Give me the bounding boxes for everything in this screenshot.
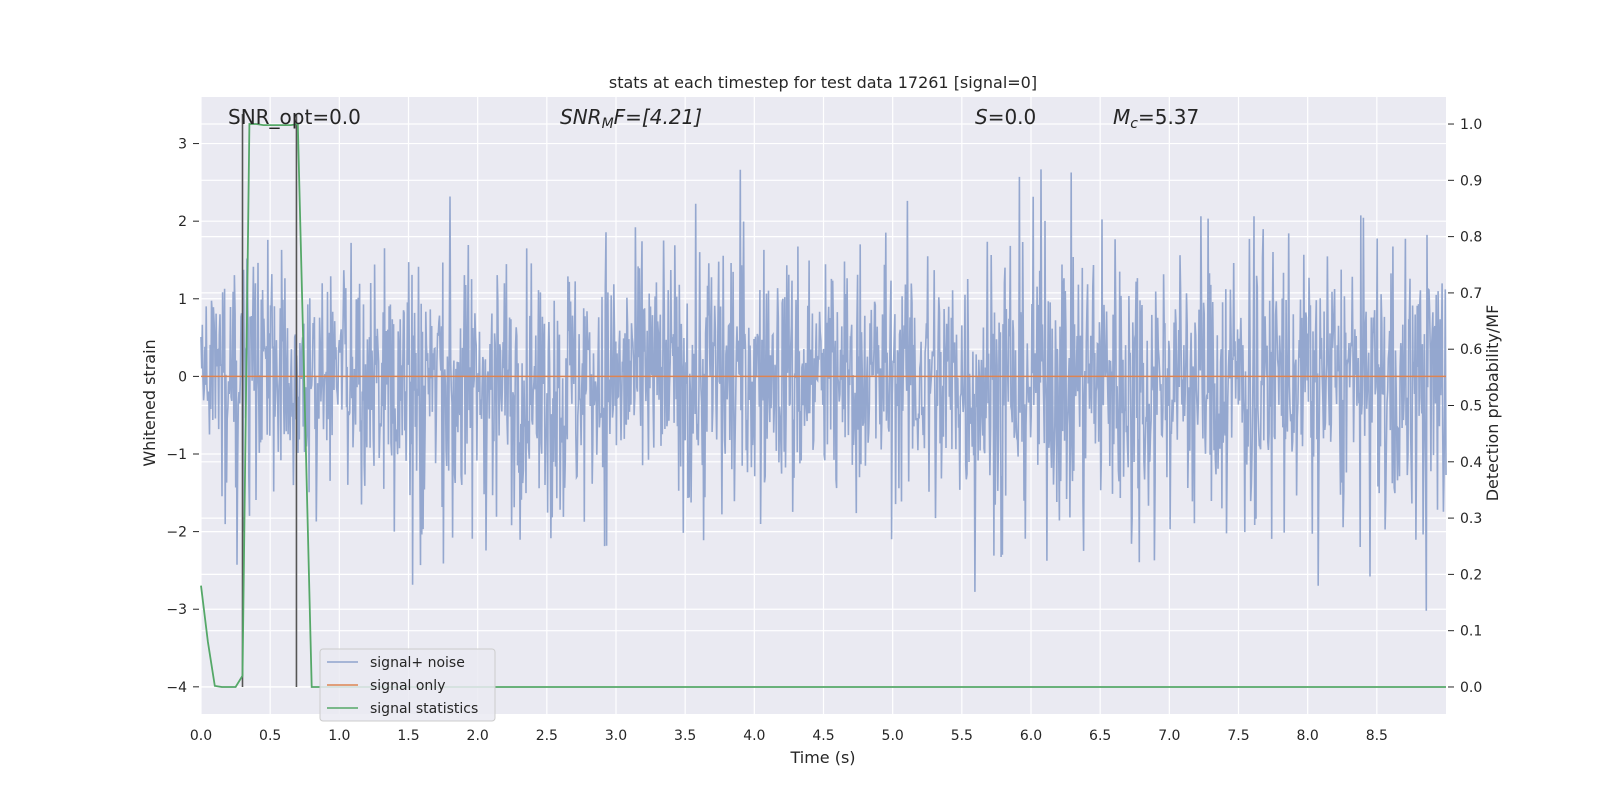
y-tick-label: 2 [178,214,187,230]
snr-mf-sub: M [602,116,614,132]
annotation-snr-opt: SNR_opt=0.0 [228,105,361,129]
series-signal-noise [200,169,1447,611]
chart-title: stats at each timestep for test data 172… [609,73,1037,92]
mc-rest: =5.37 [1138,105,1199,129]
snr-mf-rest: F=[4.21] [614,105,702,129]
y2-axis-label: Detection probability/MF [1483,305,1502,502]
y2-tick-label: 0.1 [1460,624,1482,640]
y2-tick-label: 0.6 [1460,342,1482,358]
y-tick-label: −2 [166,525,187,541]
y-tick-label: −3 [166,602,187,618]
x-tick-label: 4.5 [812,728,834,744]
x-tick-label: 3.5 [674,728,696,744]
y2-tick-label: 0.3 [1460,511,1482,527]
series-signal-statistics [200,122,1446,688]
y2-tick-label: 0.8 [1460,230,1482,246]
x-tick-label: 8.0 [1297,728,1319,744]
legend-label-signal-only: signal only [370,678,445,694]
x-tick-label: 5.0 [882,728,904,744]
legend-box [319,648,496,722]
y2-tick-label: 0.9 [1460,173,1482,189]
y2-tick-label: 1.0 [1460,117,1482,133]
y-tick-label: −1 [166,447,187,463]
y-axis-label: Whitened strain [140,339,159,466]
x-axis-label: Time (s) [789,748,855,767]
y2-tick-label: 0.5 [1460,399,1482,415]
y-tick-label: 1 [178,292,187,308]
y2-tick-label: 0.7 [1460,286,1482,302]
snr-mf-base: SNR [560,105,602,129]
line-signal-statistics [200,122,1446,688]
x-tick-label: 7.5 [1227,728,1249,744]
marker-lines [241,114,298,687]
s-base: S [975,105,988,129]
annotations: SNR_opt=0.0 SNRMF=[4.21] S=0.0 Mc=5.37 [228,105,1199,132]
x-tick-label: 2.5 [536,728,558,744]
y-tick-label: −4 [166,680,187,696]
legend: signal+ noise signal only signal statist… [319,648,496,722]
y2-tick-label: 0.4 [1460,455,1482,471]
legend-label-signal-statistics: signal statistics [370,701,478,717]
y-tick-label: 3 [178,137,187,153]
x-tick-label: 0.0 [190,728,212,744]
legend-label-signal-noise: signal+ noise [370,655,465,671]
ticks: 0.0 0.5 1.0 1.5 2.0 2.5 3.0 3.5 4.0 4.5 5.0 5.5 6.0 6… [166,117,1482,744]
x-tick-label: 7.0 [1158,728,1180,744]
x-tick-label: 6.5 [1089,728,1111,744]
x-tick-label: 4.0 [743,728,765,744]
x-tick-label: 6.0 [1020,728,1042,744]
y-tick-label: 0 [178,369,187,385]
s-rest: =0.0 [988,105,1037,129]
x-tick-label: 1.0 [328,728,350,744]
x-tick-label: 2.0 [467,728,489,744]
x-tick-label: 0.5 [259,728,281,744]
x-tick-label: 1.5 [397,728,419,744]
mc-sub: c [1130,116,1138,132]
annotation-snr-mf: SNRMF=[4.21] [560,105,702,132]
y2-tick-label: 0.0 [1460,680,1482,696]
x-tick-label: 3.0 [605,728,627,744]
mc-base: M [1113,105,1130,129]
annotation-s: S=0.0 [975,105,1036,129]
x-tick-label: 8.5 [1366,728,1388,744]
x-tick-label: 5.5 [951,728,973,744]
y2-tick-label: 0.2 [1460,567,1482,583]
line-signal-noise [200,169,1447,611]
annotation-mc: Mc=5.37 [1113,105,1199,132]
